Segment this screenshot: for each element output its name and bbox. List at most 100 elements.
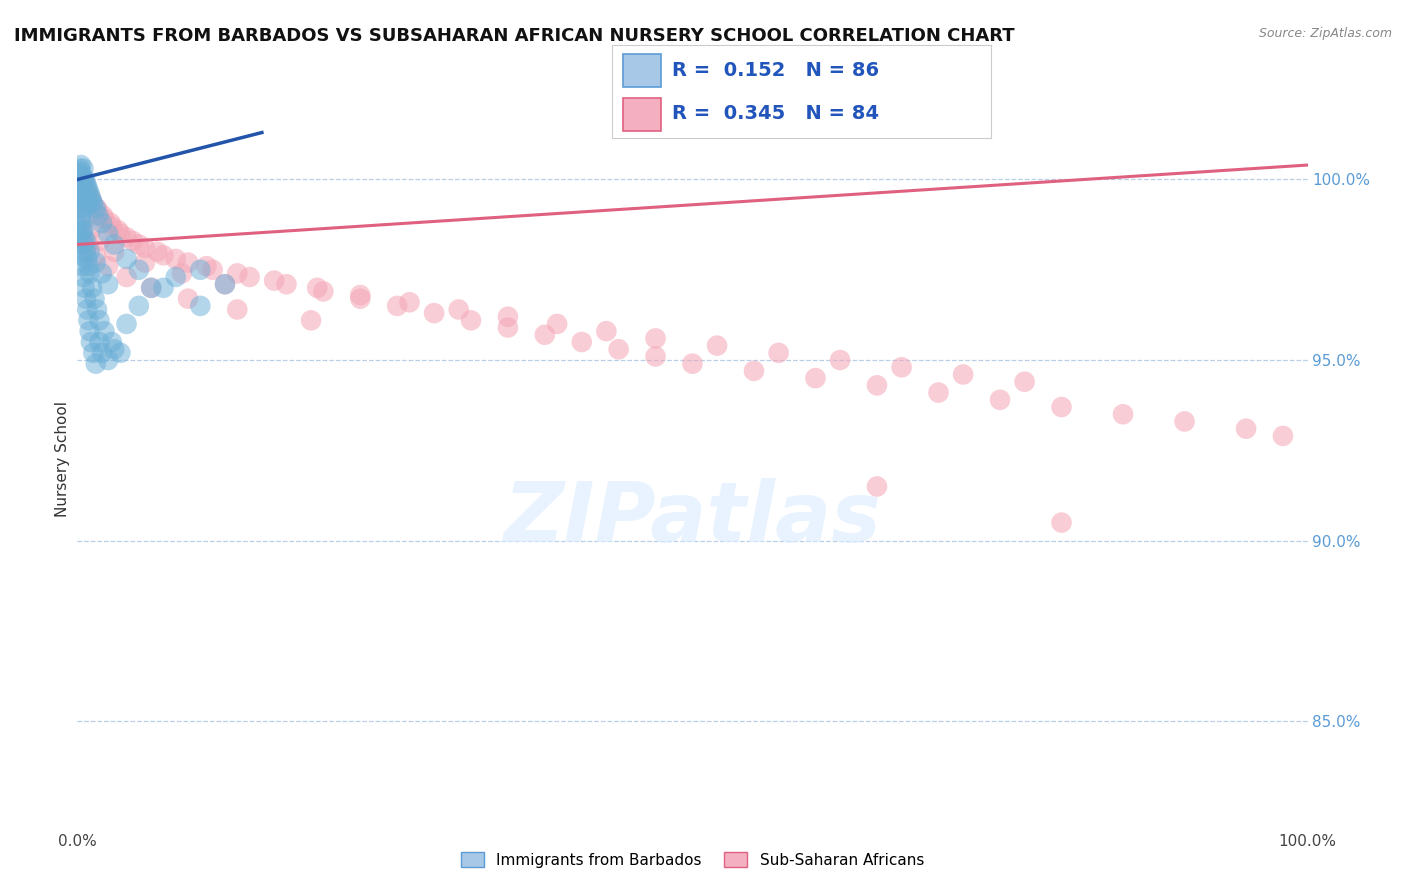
Point [103, 244, 125, 259]
Point [73, 212, 96, 227]
Point [73, 281, 96, 295]
Point [79, 244, 101, 259]
Point [76, 302, 98, 317]
Point [152, 248, 174, 262]
Point [830, 353, 852, 368]
Point [177, 292, 200, 306]
Point [72, 172, 94, 186]
Point [97, 353, 120, 368]
Point [87, 205, 110, 219]
Point [69, 176, 91, 190]
Point [67, 186, 90, 201]
Point [77, 198, 100, 212]
Point [1050, 516, 1073, 530]
Point [90, 266, 114, 280]
Point [75, 190, 97, 204]
Point [75, 292, 97, 306]
Point [188, 262, 212, 277]
Point [76, 186, 98, 201]
Point [141, 281, 163, 295]
Point [768, 346, 790, 360]
Point [460, 313, 482, 327]
Point [77, 183, 100, 197]
Point [644, 331, 666, 345]
Point [77, 237, 100, 252]
Point [73, 237, 96, 252]
Point [83, 292, 105, 306]
Point [804, 371, 827, 385]
Point [115, 230, 138, 244]
Point [1174, 414, 1197, 428]
Point [890, 360, 912, 375]
Point [75, 244, 97, 259]
Point [146, 244, 169, 259]
Point [312, 285, 335, 299]
Point [79, 266, 101, 280]
Point [69, 202, 91, 216]
Point [77, 313, 100, 327]
Point [170, 266, 193, 280]
Point [93, 324, 115, 338]
Point [86, 202, 108, 216]
Point [1272, 429, 1295, 443]
Point [239, 270, 262, 285]
Point [188, 299, 212, 313]
Point [70, 248, 93, 262]
Point [349, 292, 371, 306]
Point [546, 317, 568, 331]
Point [97, 259, 120, 273]
Point [82, 194, 104, 209]
Point [67, 172, 90, 186]
Point [103, 237, 125, 252]
Point [214, 277, 236, 292]
Point [70, 179, 93, 194]
Point [115, 270, 138, 285]
Bar [623, 54, 661, 87]
Point [69, 237, 91, 252]
Point [595, 324, 617, 338]
Point [79, 190, 101, 204]
Point [307, 281, 329, 295]
Text: Source: ZipAtlas.com: Source: ZipAtlas.com [1258, 27, 1392, 40]
Point [866, 479, 889, 493]
Point [742, 364, 765, 378]
Point [72, 183, 94, 197]
Point [70, 209, 93, 223]
Point [263, 274, 285, 288]
Point [79, 324, 101, 338]
Point [70, 172, 93, 186]
Point [76, 194, 98, 209]
Bar [623, 98, 661, 131]
Point [67, 179, 90, 194]
Point [128, 299, 150, 313]
Point [988, 392, 1011, 407]
Text: R =  0.345   N = 84: R = 0.345 N = 84 [672, 104, 879, 123]
Point [70, 158, 93, 172]
Point [82, 281, 104, 295]
Point [866, 378, 889, 392]
Point [177, 255, 200, 269]
Point [70, 227, 93, 241]
Point [73, 172, 96, 186]
Point [67, 190, 90, 204]
Point [107, 223, 129, 237]
Point [1112, 407, 1135, 421]
Point [84, 255, 107, 269]
Point [73, 186, 96, 201]
Point [214, 277, 236, 292]
Point [84, 202, 107, 216]
Point [70, 169, 93, 183]
Point [75, 183, 97, 197]
Point [75, 234, 97, 248]
Point [67, 227, 90, 241]
Point [201, 262, 224, 277]
Point [115, 317, 138, 331]
Point [195, 259, 218, 273]
Point [349, 288, 371, 302]
Legend: Immigrants from Barbados, Sub-Saharan Africans: Immigrants from Barbados, Sub-Saharan Af… [454, 846, 931, 874]
Point [90, 216, 114, 230]
Point [1050, 400, 1073, 414]
Point [82, 198, 104, 212]
Point [82, 194, 104, 209]
Point [276, 277, 298, 292]
